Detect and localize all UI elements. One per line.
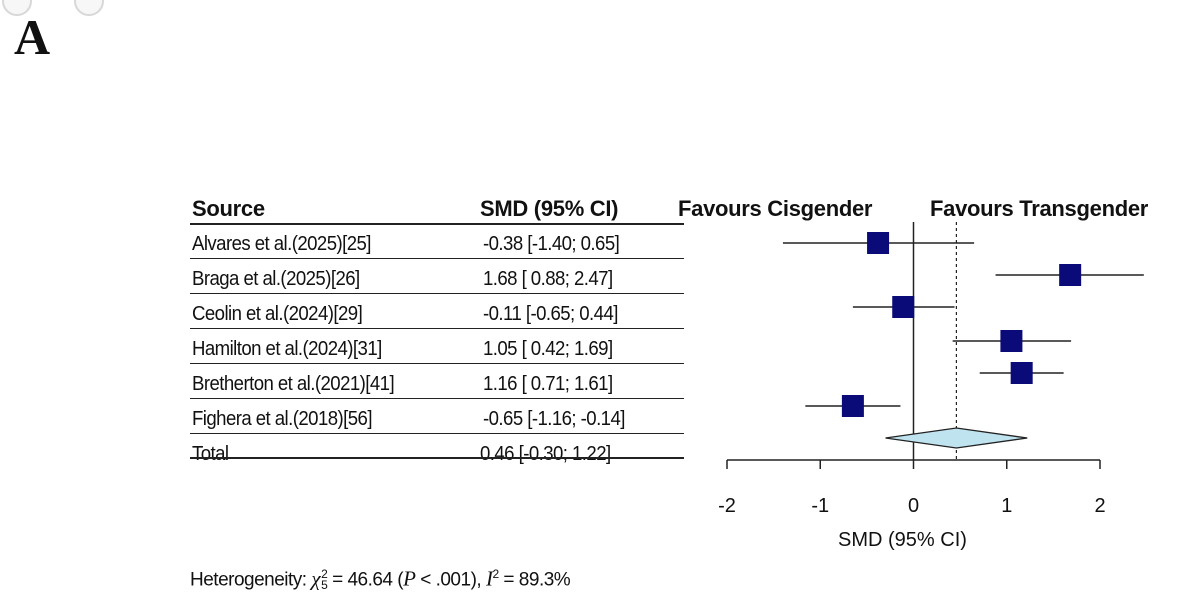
row-rule [190, 258, 684, 259]
pooled-diamond [885, 427, 1028, 449]
study-source: Hamilton et al.(2024)[31] [192, 338, 382, 360]
study-source: Braga et al.(2025)[26] [192, 268, 360, 290]
header-rule [190, 223, 684, 225]
study-estimate-square [841, 395, 864, 417]
x-tick-label: 2 [1094, 495, 1106, 517]
row-rule [190, 398, 684, 399]
study-source: Ceolin et al.(2024)[29] [192, 303, 363, 325]
row-rule [190, 328, 684, 329]
total-ci: 0.46 [-0.30; 1.22] [480, 443, 611, 465]
study-source: Fighera et al.(2018)[56] [192, 408, 373, 430]
row-rule [190, 293, 684, 294]
smd-column-header: SMD (95% CI) [480, 196, 619, 221]
i-symbol: I [485, 566, 493, 591]
favours-transgender-label: Favours Transgender [930, 196, 1149, 221]
study-ci: 1.68 [ 0.88; 2.47] [483, 268, 613, 290]
chi-value: = 46.64 ( [327, 569, 404, 591]
i-value: = 89.3% [498, 569, 571, 591]
study-estimate-square [1010, 362, 1033, 384]
study-estimate-square [892, 296, 915, 318]
chi-symbol: χ [311, 566, 321, 591]
x-tick-label: -2 [718, 495, 736, 517]
p-symbol: P [403, 566, 416, 591]
x-axis-label: SMD (95% CI) [838, 529, 967, 551]
row-rule [190, 363, 684, 364]
source-column-header: Source [192, 196, 265, 221]
study-ci: 1.16 [ 0.71; 1.61] [483, 373, 613, 395]
study-source: Bretherton et al.(2021)[41] [192, 373, 395, 395]
study-estimate-square [867, 232, 890, 254]
row-rule [190, 433, 684, 434]
i-superscript: 2 [492, 567, 499, 581]
total-rule [190, 457, 684, 459]
x-tick-label: -1 [811, 495, 830, 517]
study-ci: -0.65 [-1.16; -0.14] [483, 408, 625, 430]
x-tick-label: 0 [907, 495, 920, 517]
total-source: Total [192, 443, 229, 465]
study-estimate-square [1000, 330, 1023, 352]
study-ci: -0.11 [-0.65; 0.44] [483, 303, 618, 325]
study-ci: -0.38 [-1.40; 0.65] [483, 233, 620, 255]
chi-subscript: 5 [321, 578, 328, 593]
panel-label: A [14, 9, 51, 65]
p-value: < .001), [415, 569, 486, 591]
x-tick-label: 1 [1001, 495, 1013, 517]
study-ci: 1.05 [ 0.42; 1.69] [483, 338, 613, 360]
study-estimate-square [1059, 264, 1082, 286]
study-source: Alvares et al.(2025)[25] [192, 233, 371, 255]
favours-cisgender-label: Favours Cisgender [678, 196, 873, 221]
chi-superscript: 2 [321, 567, 328, 582]
heterogeneity-prefix: Heterogeneity: [190, 569, 312, 591]
